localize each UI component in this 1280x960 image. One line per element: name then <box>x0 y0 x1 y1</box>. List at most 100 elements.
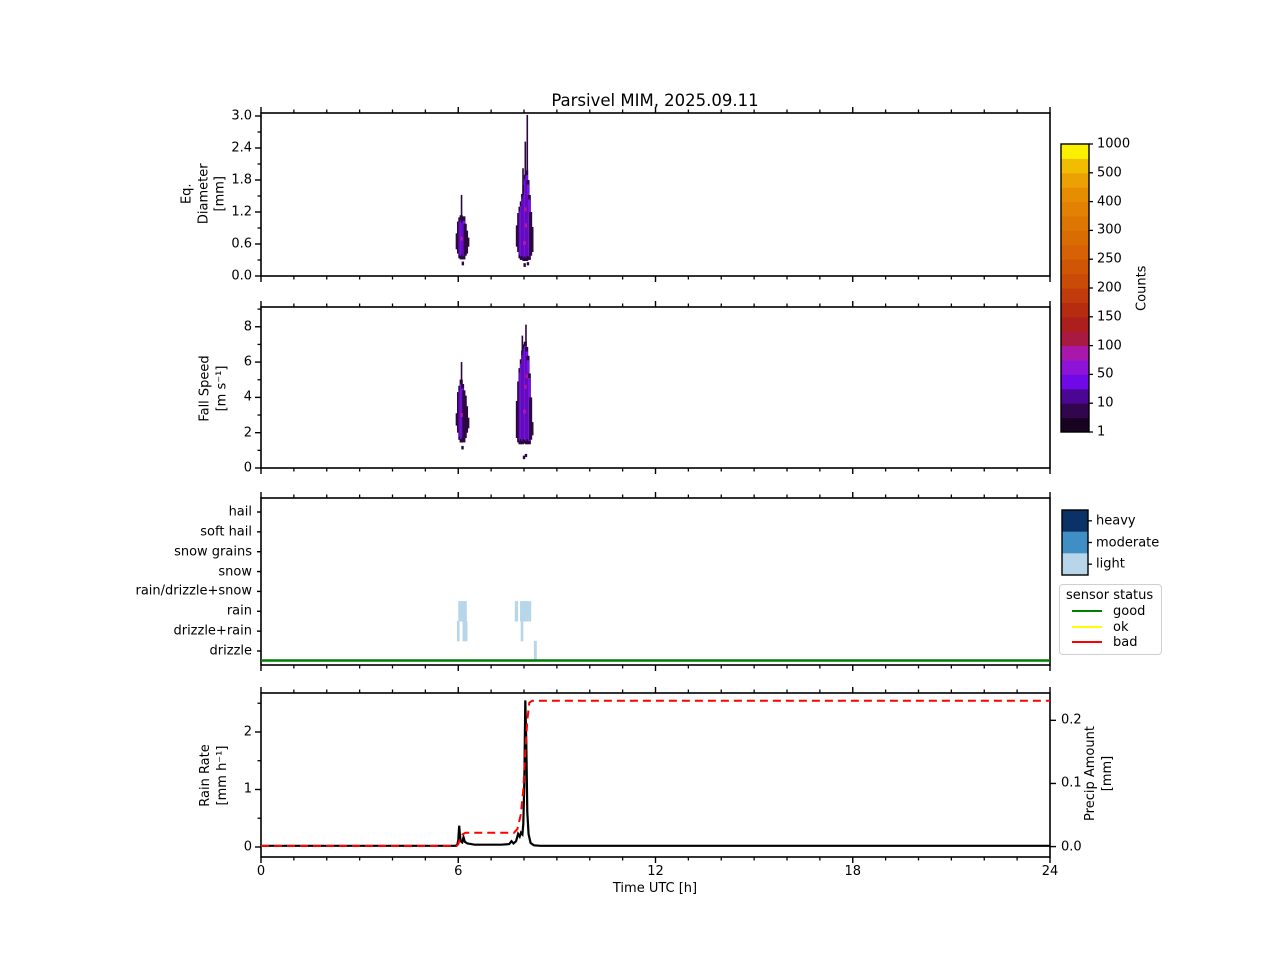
ylabel-line: Eq. <box>179 183 195 205</box>
mark <box>524 223 528 228</box>
colorbar-tick-label: 250 <box>1097 251 1122 267</box>
intensity-tick-label: heavy <box>1096 513 1136 529</box>
mark <box>458 601 467 622</box>
legend-line-bad <box>1072 640 1102 644</box>
mark <box>1061 374 1089 390</box>
ytick-label: 0 <box>243 460 252 476</box>
xtick-label: 6 <box>454 864 463 879</box>
mark <box>1061 360 1089 375</box>
axes-frame-s2 <box>260 306 1051 469</box>
mark <box>1062 531 1088 554</box>
mark <box>526 262 530 266</box>
mark <box>1061 273 1089 289</box>
category-label: snow <box>218 564 252 580</box>
category-label: rain/drizzle+snow <box>135 583 253 599</box>
ytick-label: 2 <box>243 425 252 441</box>
legend-line-ok <box>1072 625 1102 629</box>
ytick-label: 1.2 <box>231 204 252 220</box>
mark <box>525 324 527 343</box>
mark <box>523 263 526 267</box>
mark <box>514 601 519 622</box>
ylabel-line: Rain Rate <box>197 743 213 807</box>
category-label: rain <box>226 603 252 619</box>
mark <box>520 601 532 622</box>
ytick-label: 1.8 <box>231 172 252 188</box>
mark <box>1061 417 1089 433</box>
mark <box>521 335 524 352</box>
legend-title: sensor status <box>1066 588 1154 603</box>
legend-label-good: good <box>1113 603 1146 619</box>
series-rain_rate <box>261 700 1050 847</box>
xtick-label: 0 <box>256 864 266 879</box>
mark <box>524 141 527 176</box>
mark <box>530 226 534 252</box>
ytick-label: 3.0 <box>231 108 252 124</box>
mark <box>460 194 463 222</box>
colorbar-tick-label: 1 <box>1097 424 1106 440</box>
ylabel-line: [mm] <box>212 176 228 212</box>
intensity-tick-label: moderate <box>1096 535 1160 550</box>
legend-line-good <box>1072 609 1102 613</box>
legend-row-ok: ok <box>1072 619 1129 635</box>
mark <box>1062 553 1088 576</box>
ytick-label: 2 <box>243 724 252 740</box>
series-precip_amount <box>261 699 1050 847</box>
ylabel-line: [mm] <box>1099 755 1114 791</box>
ytick-right-label: 0.0 <box>1061 839 1082 855</box>
ylabel-line: [mm h⁻¹] <box>214 745 230 805</box>
category-label: drizzle <box>209 643 252 659</box>
mark <box>1061 403 1089 419</box>
category-label: snow grains <box>174 544 252 560</box>
colorbar-label-text: Counts <box>1134 265 1150 311</box>
mark <box>1061 230 1089 246</box>
intensity-tick-label: light <box>1096 556 1125 572</box>
mark <box>533 640 537 662</box>
ytick-label: 8 <box>243 319 252 335</box>
colorbar-tick-label: 10 <box>1097 395 1114 411</box>
mark <box>456 620 460 642</box>
ytick-right-label: 0.2 <box>1061 712 1082 728</box>
xtick-label: 24 <box>1041 864 1059 879</box>
colorbar-tick-label: 200 <box>1097 280 1122 296</box>
mark <box>1061 144 1089 159</box>
mark <box>1061 187 1089 203</box>
legend-label-ok: ok <box>1113 619 1129 635</box>
legend-row-bad: bad <box>1072 634 1138 650</box>
mark <box>524 453 528 458</box>
mark <box>460 362 463 381</box>
ylabel-line: Fall Speed <box>197 354 213 422</box>
axes-frame-s1 <box>260 112 1051 277</box>
mark <box>1061 302 1089 318</box>
ylabel-line: Diameter <box>195 163 211 225</box>
ytick-label: 2.4 <box>231 140 252 156</box>
mark <box>466 237 470 247</box>
colorbar-tick-label: 50 <box>1097 366 1114 382</box>
ylabel-line: [m s⁻¹] <box>214 365 230 411</box>
mark <box>1061 216 1089 231</box>
mark <box>528 397 533 440</box>
mark <box>1061 244 1089 260</box>
mark <box>461 261 465 266</box>
mark <box>526 114 529 172</box>
mark <box>524 384 527 389</box>
category-label: hail <box>228 504 252 520</box>
xaxis-label: Time UTC [h] <box>612 881 698 896</box>
category-label: soft hail <box>200 524 252 540</box>
mark <box>523 240 526 245</box>
mark <box>466 417 470 429</box>
ylabel-line: Precip Amount <box>1082 725 1098 821</box>
sensor-status-legend: sensor status good ok bad <box>1059 584 1162 655</box>
ytick-right-label: 0.1 <box>1061 775 1082 791</box>
mark <box>523 409 526 414</box>
mark <box>1061 201 1089 217</box>
legend-label-bad: bad <box>1113 634 1138 650</box>
ytick-label: 4 <box>243 389 252 405</box>
axes-frame-s3 <box>260 497 1051 666</box>
xtick-label: 18 <box>844 864 862 879</box>
mark <box>1061 331 1089 347</box>
mark <box>1061 288 1089 303</box>
legend-row-good: good <box>1072 603 1146 619</box>
colorbar-tick-label: 400 <box>1097 194 1122 210</box>
